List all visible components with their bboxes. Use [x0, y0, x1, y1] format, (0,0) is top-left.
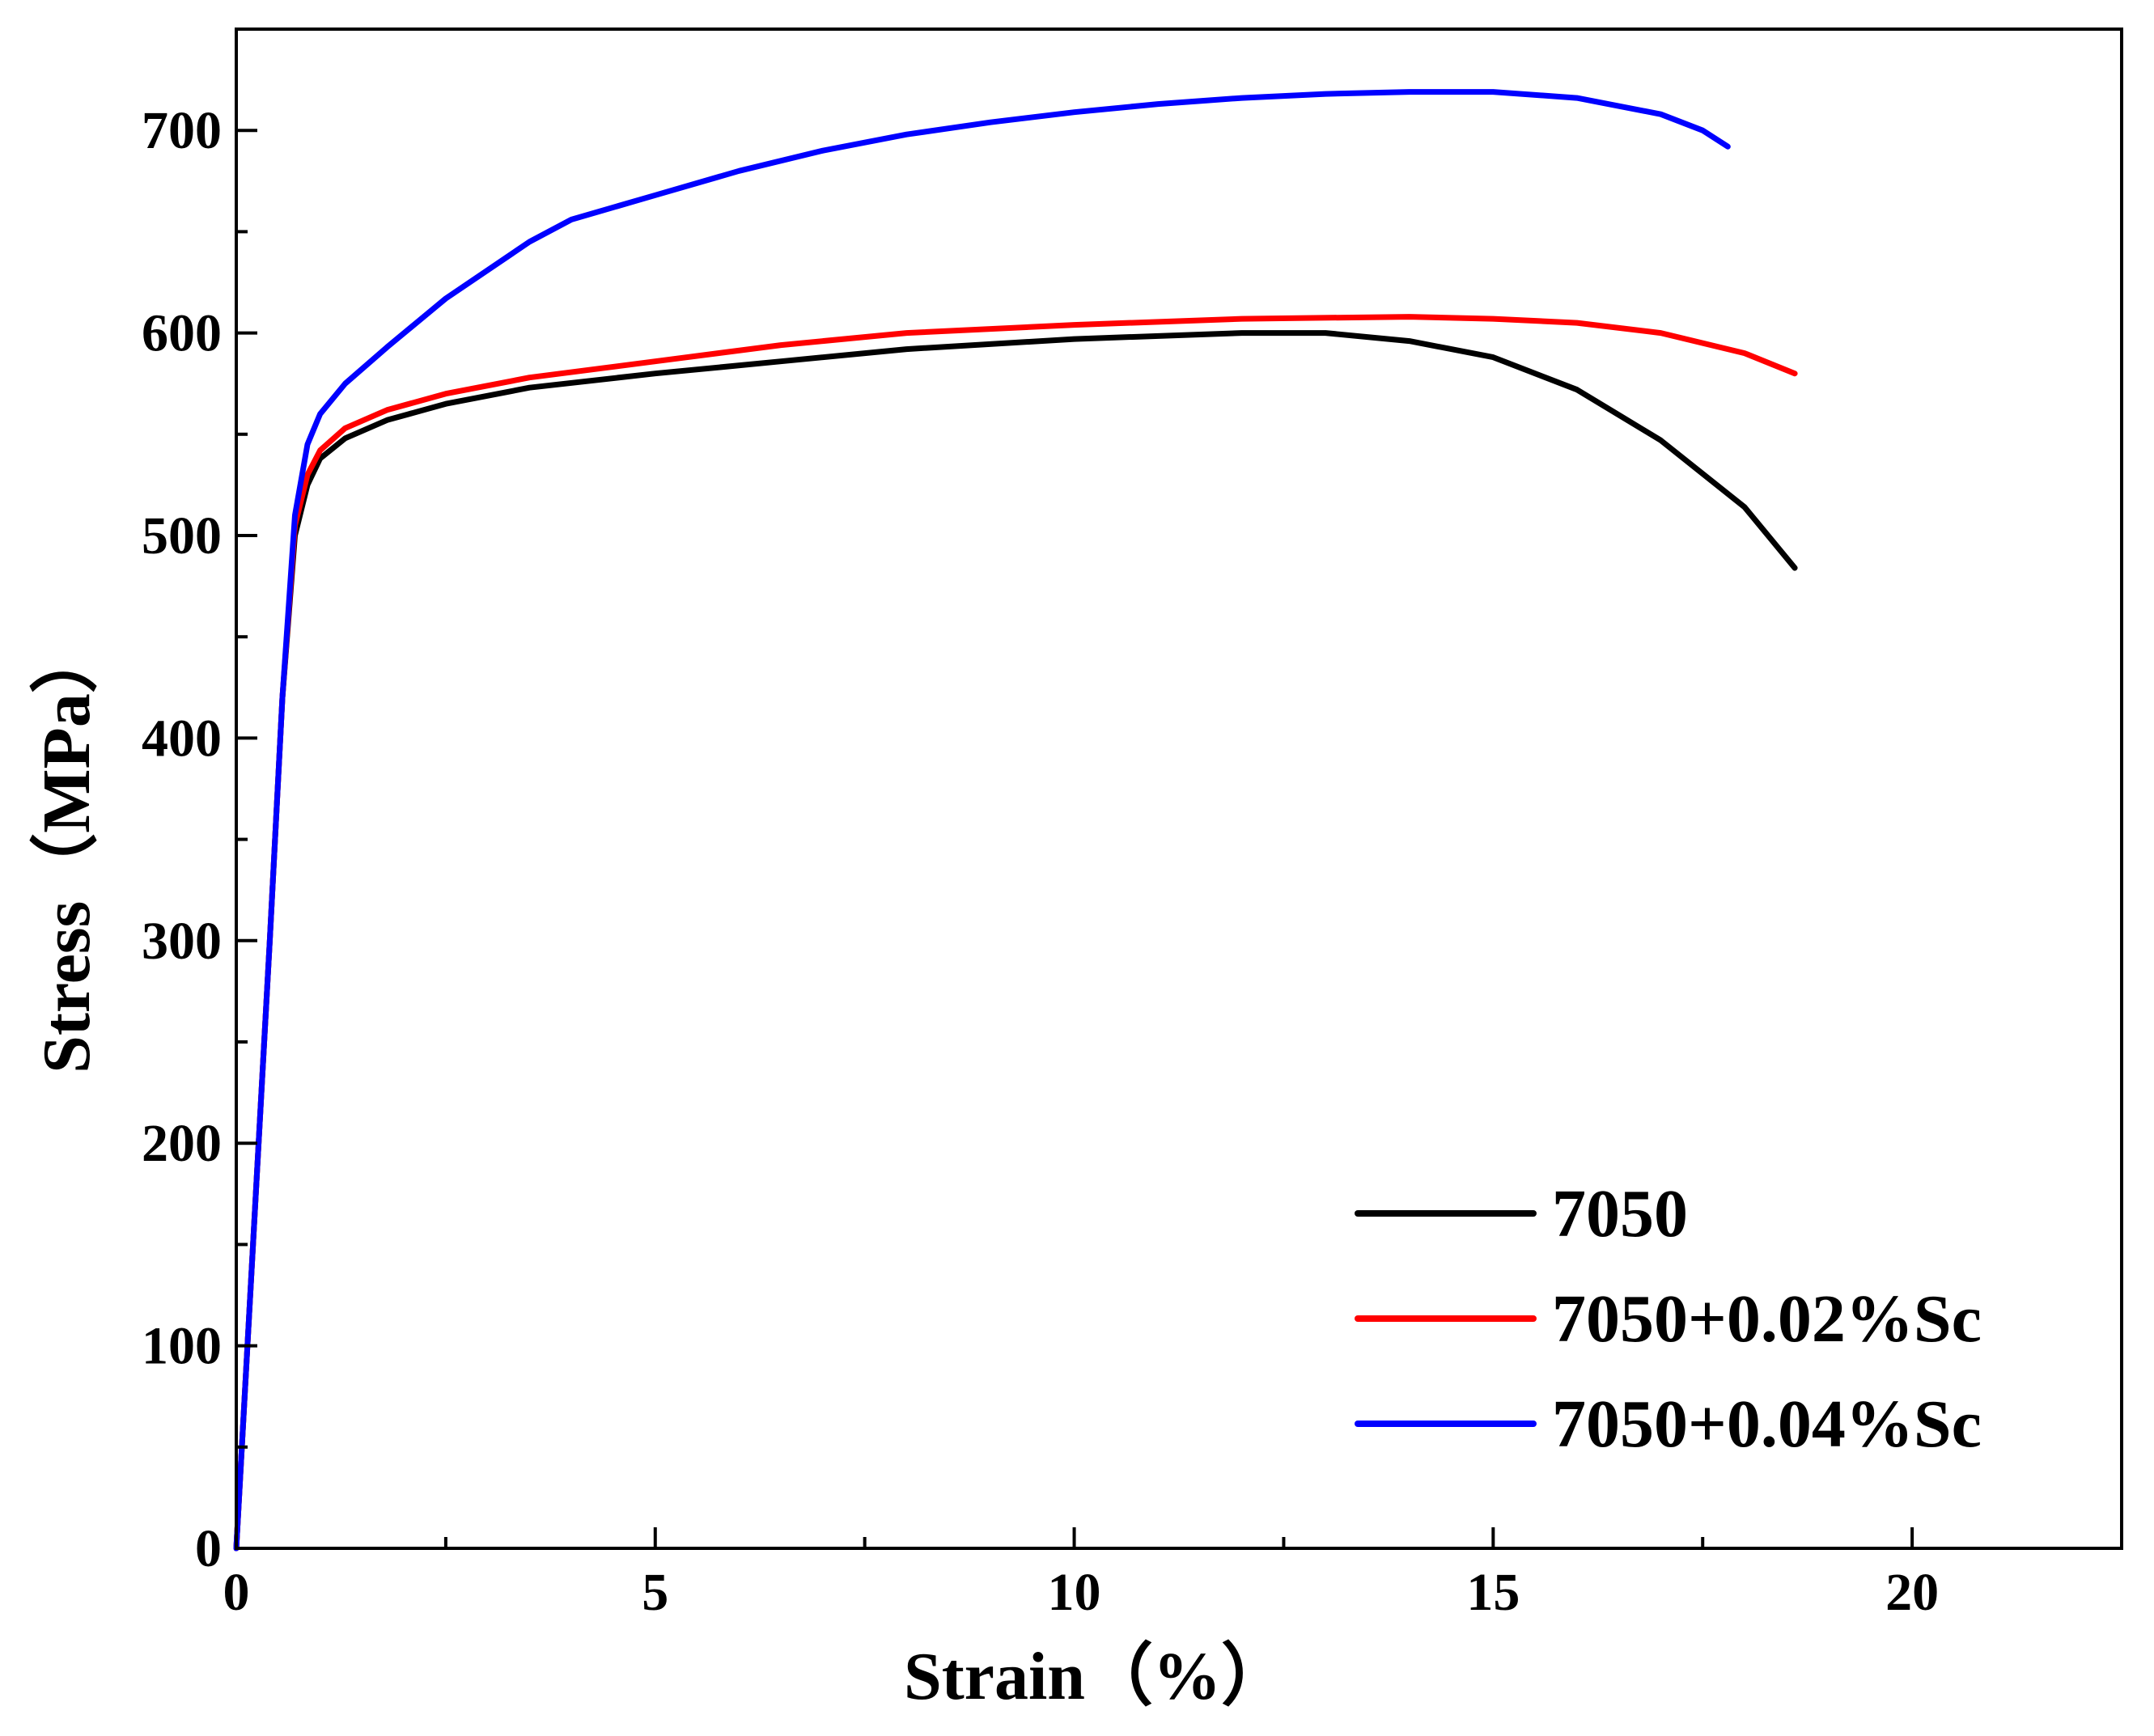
x-tick-label: 15	[1466, 1563, 1520, 1622]
y-tick-label: 300	[142, 912, 222, 971]
y-axis-title: Stress（MPa）	[29, 625, 104, 1073]
x-tick-label: 10	[1048, 1563, 1101, 1622]
y-tick-label: 0	[195, 1519, 222, 1578]
y-tick-label: 100	[142, 1317, 222, 1376]
y-tick-label: 400	[142, 709, 222, 768]
legend-label: 7050+0.02%Sc	[1552, 1281, 1982, 1357]
x-tick-label: 20	[1885, 1563, 1939, 1622]
y-tick-label: 700	[142, 101, 222, 160]
x-tick-label: 0	[223, 1563, 250, 1622]
series-line-3	[233, 89, 1731, 1552]
legend: 7050 7050+0.02%Sc 7050+0.04%Sc	[1355, 1176, 1982, 1462]
legend-label: 7050	[1552, 1176, 1688, 1251]
ticks-layer	[235, 129, 1914, 1550]
plot-frame	[235, 28, 2123, 1550]
y-tick-label: 600	[142, 304, 222, 363]
x-tick-label: 5	[642, 1563, 668, 1622]
series-line-1	[233, 330, 1798, 1552]
y-tick-label: 500	[142, 506, 222, 565]
y-tick-label: 200	[142, 1114, 222, 1173]
series-layer	[233, 89, 1798, 1552]
legend-label: 7050+0.04%Sc	[1552, 1387, 1982, 1462]
x-axis-title: Strain（%）	[904, 1639, 1289, 1714]
series-line-2	[233, 314, 1798, 1552]
